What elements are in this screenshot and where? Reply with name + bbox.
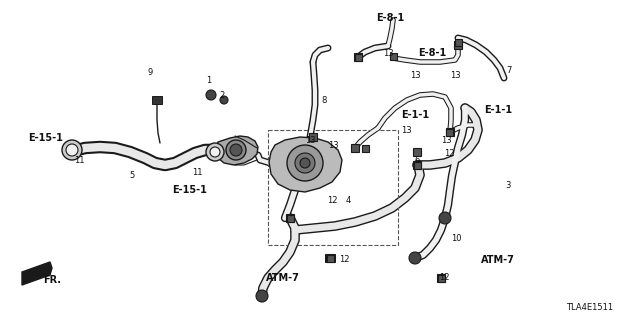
Circle shape: [295, 153, 315, 173]
Bar: [413, 162, 420, 169]
Bar: [355, 53, 362, 60]
Bar: [287, 214, 294, 221]
Text: 11: 11: [74, 156, 84, 164]
Circle shape: [287, 145, 323, 181]
Polygon shape: [269, 137, 342, 192]
Polygon shape: [216, 136, 258, 165]
Bar: [325, 254, 335, 262]
Text: E-8-1: E-8-1: [418, 48, 446, 58]
Text: 11: 11: [192, 167, 202, 177]
Text: 4: 4: [346, 196, 351, 204]
Text: 8: 8: [321, 95, 326, 105]
Bar: [454, 41, 462, 49]
Circle shape: [220, 96, 228, 104]
Bar: [326, 254, 334, 262]
Text: 13: 13: [328, 140, 339, 149]
Text: TLA4E1511: TLA4E1511: [566, 303, 614, 313]
Bar: [445, 129, 452, 135]
Polygon shape: [22, 262, 52, 285]
Text: FR.: FR.: [43, 275, 61, 285]
Bar: [438, 275, 445, 282]
Text: 9: 9: [147, 68, 152, 76]
Text: ATM-7: ATM-7: [266, 273, 300, 283]
Bar: [390, 52, 397, 60]
Bar: [413, 161, 421, 169]
Text: ATM-7: ATM-7: [481, 255, 515, 265]
Text: 5: 5: [129, 171, 134, 180]
Text: E-1-1: E-1-1: [484, 105, 512, 115]
Circle shape: [439, 212, 451, 224]
Bar: [326, 254, 333, 261]
Text: E-15-1: E-15-1: [29, 133, 63, 143]
Bar: [286, 214, 294, 222]
Text: E-8-1: E-8-1: [376, 13, 404, 23]
Text: 7: 7: [506, 66, 512, 75]
Text: 12: 12: [444, 148, 454, 157]
Text: 13: 13: [401, 125, 412, 134]
Circle shape: [256, 290, 268, 302]
Text: E-1-1: E-1-1: [401, 110, 429, 120]
Bar: [437, 274, 445, 282]
Text: 10: 10: [451, 234, 461, 243]
Text: 13: 13: [410, 70, 420, 79]
Bar: [268, 130, 398, 245]
Text: 12: 12: [339, 255, 349, 265]
Circle shape: [300, 158, 310, 168]
Circle shape: [409, 252, 421, 264]
Circle shape: [206, 143, 224, 161]
Text: 13: 13: [305, 135, 316, 145]
Circle shape: [66, 144, 78, 156]
Bar: [309, 133, 317, 141]
Text: 13: 13: [441, 135, 451, 145]
Bar: [351, 144, 359, 152]
Text: 6: 6: [414, 156, 420, 164]
Circle shape: [226, 140, 246, 160]
Text: 13: 13: [450, 70, 460, 79]
Text: 2: 2: [220, 91, 225, 100]
Bar: [152, 96, 162, 104]
Text: 13: 13: [383, 49, 394, 58]
Text: 12: 12: [327, 196, 337, 204]
Text: 3: 3: [506, 180, 511, 189]
Bar: [413, 148, 421, 156]
Bar: [446, 128, 454, 136]
Circle shape: [210, 147, 220, 157]
Circle shape: [206, 90, 216, 100]
Bar: [454, 38, 461, 45]
Text: E-15-1: E-15-1: [173, 185, 207, 195]
Text: 1: 1: [206, 76, 212, 84]
Bar: [354, 53, 362, 61]
Text: 12: 12: [439, 274, 449, 283]
Bar: [362, 145, 369, 151]
Circle shape: [62, 140, 82, 160]
Circle shape: [230, 144, 242, 156]
